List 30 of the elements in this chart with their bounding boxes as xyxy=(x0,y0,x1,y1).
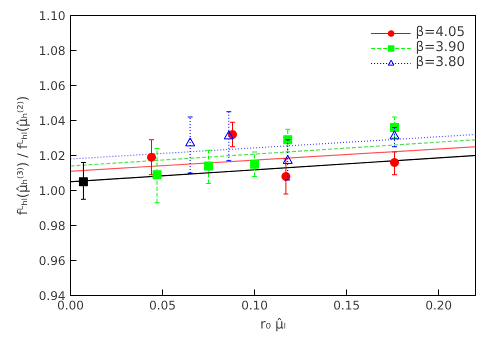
point xyxy=(204,162,214,170)
y-axis-title: fᴸₕₗ(μ̂ₕ⁽³⁾) / fᴸₕₗ(μ̂ₕ⁽²⁾) xyxy=(16,96,31,216)
point xyxy=(147,152,156,162)
y-tick-label: 1.02 xyxy=(38,149,66,163)
x-tick-label: 0.15 xyxy=(333,298,360,312)
point xyxy=(250,160,260,169)
y-tick-label: 1.04 xyxy=(38,114,66,128)
y-tick-label: 1.06 xyxy=(38,79,66,93)
legend-label: β=3.90 xyxy=(416,40,465,55)
x-tick-label: 0.10 xyxy=(241,298,268,312)
legend-label: β=3.80 xyxy=(416,55,465,70)
y-tick-label: 0.98 xyxy=(38,219,66,233)
y-tick-label: 0.96 xyxy=(38,254,66,268)
x-tick-label: 0.20 xyxy=(425,298,452,312)
x-axis-title: r₀ μ̂ₗ xyxy=(260,318,286,332)
point xyxy=(282,155,293,164)
point xyxy=(283,135,292,144)
point xyxy=(185,138,196,146)
point xyxy=(78,177,88,186)
x-tick-label: 0.05 xyxy=(149,298,176,312)
point xyxy=(281,172,290,181)
point xyxy=(224,130,234,140)
y-tick-label: 1.08 xyxy=(38,44,66,58)
y-tick-label: 1.00 xyxy=(38,184,66,198)
y-tick-label: 1.10 xyxy=(38,9,66,23)
point xyxy=(152,170,162,180)
point xyxy=(390,130,400,140)
legend-label: β=4.05 xyxy=(416,25,465,40)
point xyxy=(390,158,399,167)
x-tick-label: 0.00 xyxy=(57,298,84,312)
